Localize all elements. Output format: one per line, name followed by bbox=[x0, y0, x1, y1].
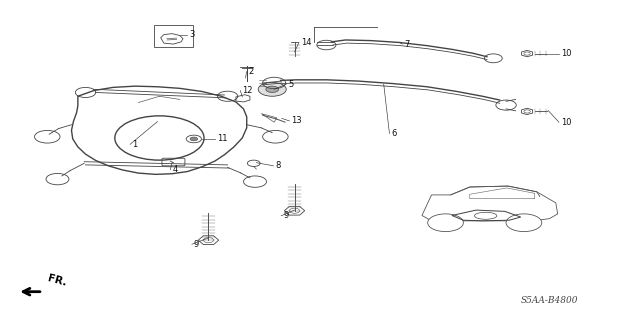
Text: 3: 3 bbox=[189, 30, 195, 39]
Text: 13: 13 bbox=[291, 116, 302, 125]
Text: 11: 11 bbox=[217, 134, 227, 144]
Text: 9: 9 bbox=[283, 211, 288, 220]
Text: 10: 10 bbox=[561, 118, 572, 127]
Text: FR.: FR. bbox=[46, 273, 67, 288]
Circle shape bbox=[266, 86, 278, 93]
Text: 6: 6 bbox=[392, 129, 397, 138]
Text: 4: 4 bbox=[172, 165, 177, 174]
Text: 2: 2 bbox=[248, 67, 254, 76]
Text: 10: 10 bbox=[561, 49, 572, 58]
Text: 14: 14 bbox=[301, 38, 312, 47]
Circle shape bbox=[190, 137, 198, 141]
Text: S5AA-B4800: S5AA-B4800 bbox=[521, 296, 578, 305]
Circle shape bbox=[428, 214, 463, 232]
Circle shape bbox=[258, 82, 286, 96]
Text: 9: 9 bbox=[194, 240, 199, 249]
Text: 1: 1 bbox=[132, 140, 137, 149]
Text: 5: 5 bbox=[288, 80, 293, 89]
Text: 8: 8 bbox=[275, 161, 281, 170]
Circle shape bbox=[506, 214, 541, 232]
Text: 7: 7 bbox=[404, 40, 410, 48]
Text: 12: 12 bbox=[243, 86, 253, 95]
